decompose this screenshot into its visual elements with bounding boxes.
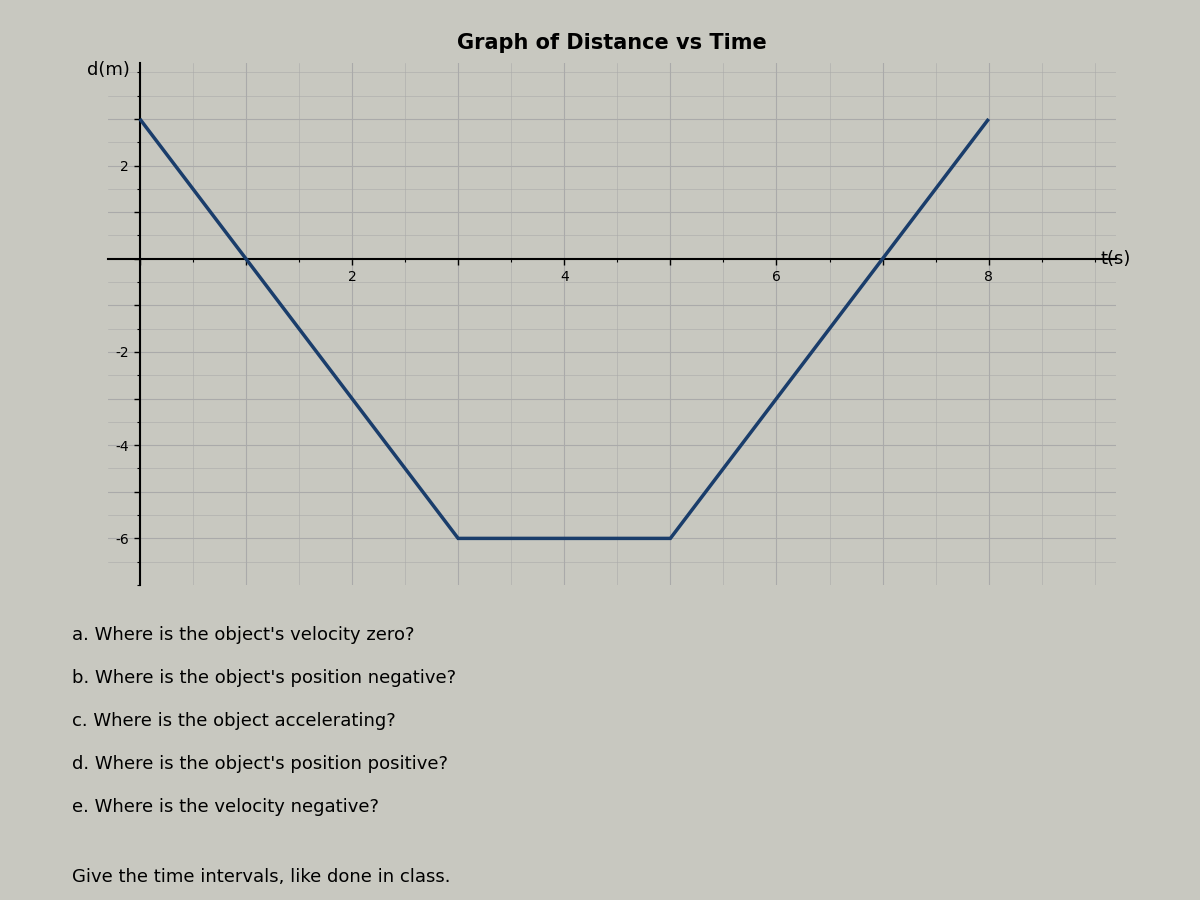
Title: Graph of Distance vs Time: Graph of Distance vs Time	[457, 33, 767, 53]
Text: d(m): d(m)	[86, 61, 130, 79]
Text: Give the time intervals, like done in class.: Give the time intervals, like done in cl…	[72, 868, 450, 886]
Text: d. Where is the object's position positive?: d. Where is the object's position positi…	[72, 755, 448, 773]
Text: c. Where is the object accelerating?: c. Where is the object accelerating?	[72, 712, 396, 730]
Text: t(s): t(s)	[1100, 249, 1130, 268]
Text: a. Where is the object's velocity zero?: a. Where is the object's velocity zero?	[72, 626, 414, 644]
Text: e. Where is the velocity negative?: e. Where is the velocity negative?	[72, 798, 379, 816]
Text: b. Where is the object's position negative?: b. Where is the object's position negati…	[72, 669, 456, 687]
